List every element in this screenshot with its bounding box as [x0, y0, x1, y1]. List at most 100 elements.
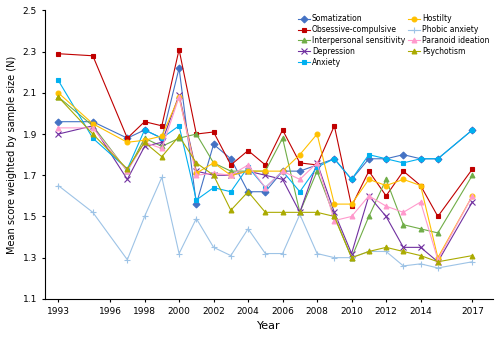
Psychotism [280, 210, 285, 214]
Phobic anxiety [56, 184, 62, 188]
Anxiety [383, 157, 389, 161]
Paranoid ideation [194, 173, 200, 177]
Line: Interpersonal sensitivity: Interpersonal sensitivity [56, 95, 475, 260]
Interpersonal sensitivity [176, 136, 182, 140]
Hostilty [280, 169, 285, 173]
Obsessive-compulsive [400, 169, 406, 173]
Somatization [332, 157, 338, 161]
Phobic anxiety [383, 249, 389, 254]
Anxiety [262, 186, 268, 190]
Paranoid ideation [176, 95, 182, 99]
Depression [262, 173, 268, 177]
Depression [142, 144, 148, 148]
Paranoid ideation [124, 169, 130, 173]
Paranoid ideation [210, 171, 216, 175]
Psychotism [210, 173, 216, 177]
Line: Obsessive-compulsive: Obsessive-compulsive [56, 47, 475, 219]
Depression [383, 214, 389, 218]
Somatization [400, 153, 406, 157]
Anxiety [280, 169, 285, 173]
Depression [280, 177, 285, 182]
Interpersonal sensitivity [228, 169, 234, 173]
Obsessive-compulsive [366, 169, 372, 173]
Psychotism [383, 245, 389, 249]
X-axis label: Year: Year [257, 321, 280, 331]
Paranoid ideation [383, 204, 389, 208]
Paranoid ideation [435, 258, 441, 262]
Anxiety [297, 190, 303, 194]
Somatization [142, 128, 148, 132]
Hostilty [90, 122, 96, 126]
Line: Paranoid ideation: Paranoid ideation [56, 95, 475, 262]
Psychotism [400, 249, 406, 254]
Psychotism [159, 155, 165, 159]
Phobic anxiety [297, 212, 303, 216]
Interpersonal sensitivity [142, 136, 148, 140]
Anxiety [245, 165, 251, 169]
Obsessive-compulsive [142, 120, 148, 124]
Phobic anxiety [210, 245, 216, 249]
Obsessive-compulsive [314, 163, 320, 167]
Psychotism [56, 95, 62, 99]
Hostilty [194, 171, 200, 175]
Hostilty [297, 153, 303, 157]
Phobic anxiety [245, 227, 251, 231]
Interpersonal sensitivity [90, 124, 96, 128]
Paranoid ideation [159, 146, 165, 150]
Somatization [435, 157, 441, 161]
Depression [418, 245, 424, 249]
Interpersonal sensitivity [56, 95, 62, 99]
Interpersonal sensitivity [383, 177, 389, 182]
Phobic anxiety [228, 254, 234, 258]
Psychotism [470, 254, 476, 258]
Obsessive-compulsive [418, 184, 424, 188]
Anxiety [348, 177, 354, 182]
Interpersonal sensitivity [280, 136, 285, 140]
Anxiety [400, 161, 406, 165]
Paranoid ideation [348, 214, 354, 218]
Interpersonal sensitivity [245, 169, 251, 173]
Psychotism [332, 214, 338, 218]
Somatization [90, 120, 96, 124]
Psychotism [418, 254, 424, 258]
Hostilty [400, 177, 406, 182]
Paranoid ideation [228, 173, 234, 177]
Obsessive-compulsive [332, 124, 338, 128]
Obsessive-compulsive [348, 204, 354, 208]
Hostilty [366, 177, 372, 182]
Interpersonal sensitivity [332, 214, 338, 218]
Anxiety [332, 157, 338, 161]
Paranoid ideation [470, 194, 476, 198]
Somatization [124, 136, 130, 140]
Psychotism [262, 210, 268, 214]
Phobic anxiety [418, 262, 424, 266]
Interpersonal sensitivity [314, 169, 320, 173]
Somatization [470, 128, 476, 132]
Hostilty [245, 169, 251, 173]
Hostilty [383, 184, 389, 188]
Depression [332, 210, 338, 214]
Somatization [262, 190, 268, 194]
Depression [56, 132, 62, 136]
Paranoid ideation [314, 161, 320, 165]
Hostilty [56, 91, 62, 95]
Line: Anxiety: Anxiety [56, 78, 475, 202]
Obsessive-compulsive [159, 124, 165, 128]
Depression [297, 210, 303, 214]
Obsessive-compulsive [245, 148, 251, 152]
Paranoid ideation [418, 200, 424, 204]
Depression [176, 93, 182, 97]
Line: Somatization: Somatization [56, 66, 475, 207]
Hostilty [435, 256, 441, 260]
Obsessive-compulsive [280, 128, 285, 132]
Paranoid ideation [400, 210, 406, 214]
Interpersonal sensitivity [400, 223, 406, 227]
Obsessive-compulsive [90, 54, 96, 58]
Interpersonal sensitivity [262, 169, 268, 173]
Somatization [194, 202, 200, 206]
Somatization [176, 66, 182, 70]
Somatization [418, 157, 424, 161]
Somatization [210, 142, 216, 146]
Phobic anxiety [90, 210, 96, 214]
Depression [90, 124, 96, 128]
